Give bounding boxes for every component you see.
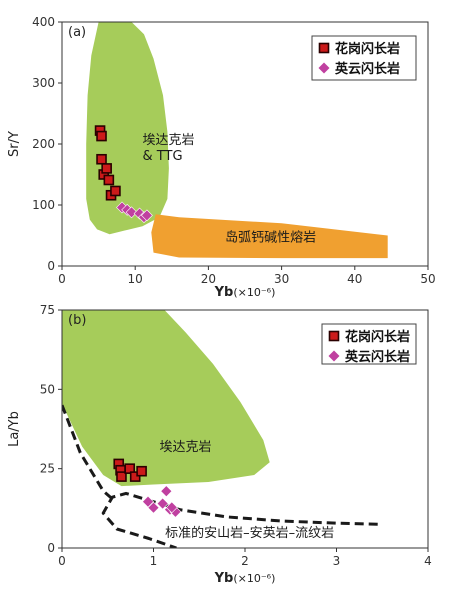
y-tick-label-1: 100: [32, 198, 55, 212]
point-tonalite-3: [160, 485, 173, 498]
legend-label-1: 英云闪长岩: [334, 61, 400, 77]
region-label-1: 岛弧钙碱性熔岩: [225, 230, 316, 246]
point-granodiorite-2: [96, 153, 107, 165]
point-granodiorite-3: [124, 463, 136, 474]
y-axis-label: Sr/Y: [7, 131, 22, 157]
x-tick-label-0: 0: [58, 554, 66, 568]
legend-marker-diamond: [318, 62, 330, 74]
region-1: [151, 214, 388, 259]
point-granodiorite-5: [136, 465, 147, 477]
point-granodiorite-4: [129, 471, 141, 482]
y-tick-label-2: 50: [40, 382, 55, 396]
y-tick-label-2: 200: [32, 137, 55, 151]
legend-label-0: 花岗闪长岩: [345, 329, 410, 345]
point-tonalite-1: [147, 501, 160, 514]
y-tick-label-4: 400: [32, 15, 55, 29]
x-axis-label: Yb(×10⁻⁶): [214, 571, 276, 586]
x-tick-label-1: 10: [128, 272, 143, 286]
x-tick-label-2: 2: [241, 554, 249, 568]
region-label-0: 埃达克岩: [160, 440, 212, 455]
x-tick-label-5: 50: [420, 272, 435, 286]
curve-label-0: 标准的安山岩–安英岩–流纹岩: [165, 525, 334, 541]
x-tick-label-0: 0: [58, 272, 66, 286]
point-tonalite-2: [125, 206, 138, 219]
legend-marker-square: [318, 42, 330, 54]
y-tick-label-0: 0: [47, 259, 55, 273]
legend-marker-diamond: [328, 350, 340, 362]
point-granodiorite-1: [96, 130, 107, 142]
x-tick-label-3: 30: [274, 272, 289, 286]
region-label-0-0: 埃达克岩: [143, 133, 195, 148]
x-tick-label-3: 3: [333, 554, 341, 568]
point-granodiorite-2: [116, 471, 127, 482]
region-label-0-1: & TTG: [143, 149, 183, 164]
x-axis-label: Yb(×10⁻⁶): [214, 285, 276, 300]
point-tonalite-2: [156, 497, 169, 510]
region-0: [62, 310, 270, 487]
point-granodiorite-7: [110, 185, 121, 197]
panel-label: (b): [68, 313, 86, 328]
y-axis-label: La/Yb: [7, 411, 22, 447]
y-tick-label-3: 300: [32, 76, 55, 90]
dashed-boundary-1: [62, 404, 114, 500]
legend-label-0: 花岗闪长岩: [335, 41, 400, 57]
panel-label: (a): [68, 25, 86, 40]
x-tick-label-4: 40: [347, 272, 362, 286]
panel-a: 埃达克岩& TTG 岛弧钙碱性熔岩 0 10 20 30 40 50 0 100 200 300 400…: [7, 15, 436, 300]
point-tonalite-5: [140, 209, 153, 222]
y-tick-label-1: 25: [40, 462, 55, 476]
point-tonalite-0: [142, 495, 154, 508]
y-tick-label-0: 0: [47, 541, 55, 555]
plot-area: [62, 310, 378, 548]
point-tonalite-6: [165, 501, 178, 514]
y-tick-label-3: 75: [40, 303, 55, 317]
legend-label-1: 英云闪长岩: [344, 349, 410, 365]
point-granodiorite-5: [103, 174, 115, 186]
x-tick-label-1: 1: [150, 554, 158, 568]
dashed-boundary-0: [101, 491, 378, 548]
legend-box: [311, 35, 417, 81]
x-tick-label-2: 20: [201, 272, 216, 286]
legend-marker-square: [328, 330, 340, 342]
x-tick-label-4: 4: [424, 554, 432, 568]
point-granodiorite-4: [101, 163, 112, 174]
